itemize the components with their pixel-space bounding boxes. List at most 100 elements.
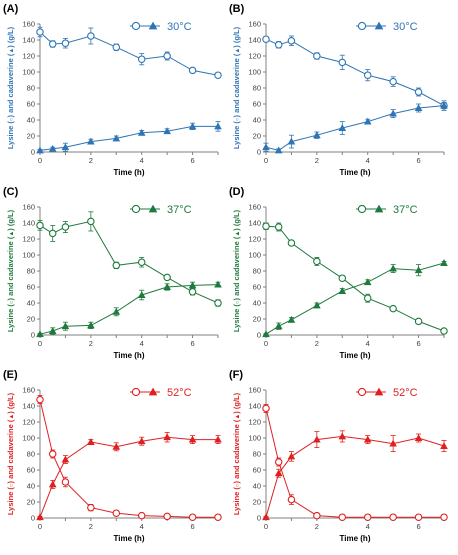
x-tick-label: 4 <box>140 339 144 348</box>
cadaverine-data-point <box>48 144 57 152</box>
lysine-data-point <box>389 77 397 86</box>
cadaverine-data-point <box>214 280 222 288</box>
lysine-data-point <box>61 39 70 47</box>
cadaverine-data-point <box>87 137 95 145</box>
y-tick-label: 0 <box>31 514 35 523</box>
panel-label: (B) <box>229 3 245 15</box>
y-axis-label-part: Lysine ( <box>6 121 15 150</box>
y-tick-label: 0 <box>31 331 35 340</box>
x-tick-label: 6 <box>416 339 420 348</box>
y-tick-label: 40 <box>27 299 35 308</box>
lysine-data-point <box>61 223 70 231</box>
legend-triangle-marker <box>148 204 158 213</box>
cadaverine-data-point <box>36 146 44 154</box>
lysine-data-point <box>440 327 448 335</box>
lysine-data-point <box>36 28 44 36</box>
cadaverine-data-point <box>262 143 270 151</box>
cadaverine-data-point <box>188 281 197 289</box>
y-axis-label-triangle-glyph: ▲ <box>9 414 15 420</box>
y-axis-label-part: ) (g/L) <box>232 392 241 413</box>
cadaverine-data-point <box>188 435 197 443</box>
x-tick-label: 0 <box>38 339 42 348</box>
cadaverine-data-point <box>414 266 423 274</box>
lysine-data-point <box>274 223 283 231</box>
chart-panel: (E) 0 20 40 60 80 100 120 140 160 0 2 4 6 Time (h) Lysi… <box>3 369 222 543</box>
legend-temperature-label: 37°C <box>393 204 418 216</box>
legend-triangle-marker <box>374 21 384 30</box>
lysine-data-point <box>61 478 70 486</box>
y-axis-label-part: cadaverine <box>232 424 241 463</box>
y-axis-label-part: ) (g/L) <box>232 209 241 230</box>
y-tick-label: 0 <box>257 331 261 340</box>
cadaverine-data-point <box>389 264 397 272</box>
lysine-data-point <box>389 513 397 521</box>
x-tick-label: 0 <box>38 156 42 165</box>
lysine-data-point <box>36 221 44 230</box>
y-axis-label-part: Lysine ( <box>6 487 15 516</box>
y-axis-label-part: ) (g/L) <box>6 209 15 230</box>
lysine-data-point <box>214 71 222 79</box>
y-axis-label-circle-glyph: ○ <box>9 117 15 121</box>
y-axis-label-part: ( <box>232 419 241 424</box>
x-tick-label: 6 <box>190 156 194 165</box>
y-axis-label-triangle-glyph: ▲ <box>235 414 241 420</box>
y-axis-label-part: cadaverine <box>6 424 15 463</box>
x-tick-label: 4 <box>366 156 370 165</box>
legend-temperature-label: 37°C <box>167 204 192 216</box>
legend-circle-marker <box>131 204 141 214</box>
y-tick-label: 20 <box>27 315 35 324</box>
y-tick-label: 100 <box>22 68 35 77</box>
y-axis-label-part: ) (g/L) <box>232 26 241 47</box>
lysine-data-point <box>313 257 321 266</box>
y-axis-label-part: ( <box>6 236 15 241</box>
y-tick-label: 0 <box>31 148 35 157</box>
lysine-data-point <box>414 317 423 326</box>
y-tick-label: 20 <box>27 498 35 507</box>
y-axis-label-triangle-glyph: ▲ <box>235 231 241 237</box>
y-axis-label: Lysine (○) and cadaverine (▲) (g/L) <box>232 209 241 332</box>
y-tick-label: 20 <box>253 315 261 324</box>
y-axis-label-part: ) and <box>6 97 15 117</box>
y-tick-label: 0 <box>257 514 261 523</box>
y-tick-label: 120 <box>248 418 261 427</box>
panel-label: (F) <box>229 369 243 381</box>
y-axis-label-circle-glyph: ○ <box>235 483 241 487</box>
lysine-data-point <box>214 513 222 521</box>
x-tick-label: 2 <box>315 339 319 348</box>
lysine-data-point <box>112 43 121 51</box>
lysine-data-point <box>262 35 270 43</box>
y-axis-label-part: ) and <box>232 280 241 300</box>
legend-temperature-label: 52°C <box>393 387 418 399</box>
cadaverine-data-point <box>313 301 321 309</box>
legend-temperature-label: 30°C <box>167 21 192 33</box>
cadaverine-data-point <box>440 259 448 266</box>
legend-circle-marker <box>131 387 141 397</box>
y-tick-label: 60 <box>27 283 35 292</box>
y-tick-label: 120 <box>22 52 35 61</box>
y-axis-label-part: Lysine ( <box>6 304 15 333</box>
lysine-data-point <box>163 52 171 60</box>
y-tick-label: 120 <box>248 235 261 244</box>
y-tick-label: 140 <box>22 219 35 228</box>
cadaverine-data-point <box>36 513 44 521</box>
y-axis-label-part: cadaverine <box>232 241 241 280</box>
x-axis-label: Time (h) <box>114 168 145 177</box>
legend-triangle-marker <box>374 387 384 396</box>
y-axis-label-part: ) and <box>6 280 15 300</box>
lysine-data-point <box>112 261 121 270</box>
lysine-data-point <box>188 513 197 521</box>
lysine-data-point <box>338 513 347 521</box>
y-tick-label: 60 <box>27 100 35 109</box>
cadaverine-data-point <box>338 287 347 294</box>
lysine-data-point <box>87 32 95 40</box>
cadaverine-data-point <box>363 278 372 286</box>
series-line-cadaverine <box>265 435 445 518</box>
cadaverine-data-point <box>414 434 423 441</box>
lysine-data-point <box>363 513 372 521</box>
cadaverine-data-point <box>48 327 57 334</box>
y-tick-label: 160 <box>22 386 35 395</box>
lysine-data-point <box>414 513 423 521</box>
y-axis-label-part: cadaverine <box>6 241 15 280</box>
cadaverine-data-point <box>87 438 95 445</box>
